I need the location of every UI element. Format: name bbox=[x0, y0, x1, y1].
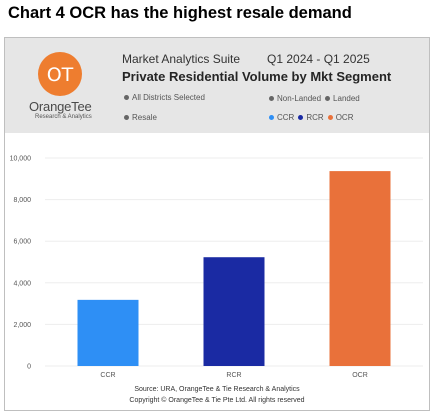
legend-swatch-icon bbox=[269, 115, 274, 120]
x-tick-label: CCR bbox=[100, 372, 115, 379]
x-tick-label: OCR bbox=[352, 372, 368, 379]
y-tick-label: 4,000 bbox=[13, 280, 31, 287]
logo-subtitle: Research & Analytics bbox=[35, 114, 92, 120]
y-tick-label: 0 bbox=[27, 364, 31, 371]
filter-property-type[interactable]: Non-Landed Landed bbox=[269, 94, 364, 103]
orangetee-logo-icon: OT bbox=[38, 52, 82, 96]
filter-bullet-icon bbox=[269, 96, 274, 101]
header-band: OT OrangeTee Research & Analytics Market… bbox=[5, 38, 429, 133]
logo-name: OrangeTee bbox=[29, 99, 92, 114]
filter-landed-label: Landed bbox=[333, 94, 360, 103]
bar-ocr[interactable] bbox=[329, 171, 391, 366]
period-label: Q1 2024 - Q1 2025 bbox=[267, 52, 370, 66]
filter-bullet-icon bbox=[124, 115, 129, 120]
filter-non-landed-label: Non-Landed bbox=[277, 94, 322, 103]
suite-label: Market Analytics Suite bbox=[122, 52, 241, 66]
filter-districts-label: All Districts Selected bbox=[132, 93, 205, 102]
logo-letters: OT bbox=[47, 64, 74, 86]
legend-swatch-icon bbox=[327, 115, 333, 120]
legend-item-ocr[interactable]: OCR bbox=[327, 113, 354, 122]
chart-title: Private Residential Volume by Mkt Segmen… bbox=[122, 69, 392, 84]
filter-resale-label: Resale bbox=[132, 113, 157, 122]
legend-item-rcr[interactable]: RCR bbox=[298, 113, 324, 122]
bar-chart: 0 2,000 4,000 6,000 8,000 10,000 CCR RCR OCR bbox=[10, 156, 423, 379]
chart-legend: CCR RCR OCR bbox=[269, 113, 357, 122]
y-tick-label: 6,000 bbox=[13, 239, 31, 246]
filter-bullet-icon bbox=[124, 95, 129, 100]
legend-item-ccr[interactable]: CCR bbox=[269, 113, 294, 122]
legend-label: OCR bbox=[335, 113, 354, 122]
y-tick-label: 10,000 bbox=[10, 156, 32, 163]
source-note: Source: URA, OrangeTee & Tie Research & … bbox=[134, 386, 300, 393]
legend-label: CCR bbox=[277, 113, 295, 122]
filter-sale-type[interactable]: Resale bbox=[124, 113, 157, 122]
y-tick-label: 2,000 bbox=[13, 322, 31, 329]
legend-swatch-icon bbox=[298, 115, 304, 120]
bar-ccr[interactable] bbox=[77, 299, 139, 366]
x-tick-label: RCR bbox=[226, 372, 241, 379]
filter-bullet-icon bbox=[325, 96, 331, 101]
bar-rcr[interactable] bbox=[203, 257, 265, 366]
filter-districts[interactable]: All Districts Selected bbox=[124, 93, 205, 102]
legend-label: RCR bbox=[306, 113, 324, 122]
page-title: Chart 4 OCR has the highest resale deman… bbox=[8, 4, 352, 22]
copyright-note: Copyright © OrangeTee & Tie Pte Ltd. All… bbox=[129, 397, 305, 404]
chart-frame: OT OrangeTee Research & Analytics Market… bbox=[4, 37, 430, 411]
y-tick-label: 8,000 bbox=[13, 197, 31, 204]
